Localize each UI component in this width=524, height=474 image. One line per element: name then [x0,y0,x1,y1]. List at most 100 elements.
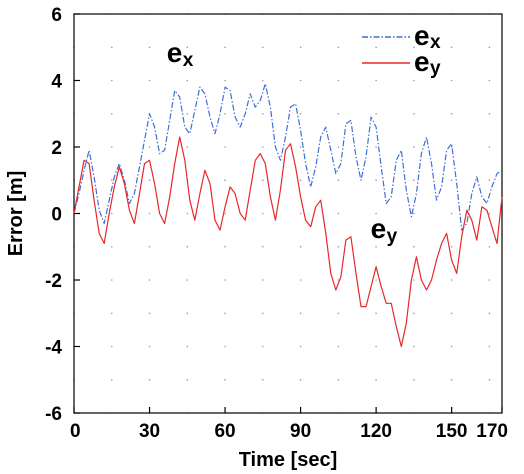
grid-dot [262,246,264,248]
grid-dot [148,46,151,49]
x-tick-label: 30 [139,421,160,442]
grid-dot [148,279,151,281]
y-tick-label: 2 [51,138,62,159]
grid-dot [148,312,151,315]
grid-dot [337,179,340,181]
grid-dot [450,79,453,82]
grid-dot [375,312,377,315]
x-axis-label: Time [sec] [239,449,338,471]
grid-dot [111,212,113,215]
grid-dot [488,379,491,381]
grid-dot [337,345,340,348]
grid-dot [262,212,264,215]
grid-dot [488,179,491,181]
grid-dot [111,146,113,148]
grid-dot [375,79,377,82]
grid-dot [224,279,226,281]
grid-dot [413,312,415,315]
grid-dot [375,212,377,215]
legend-label-sub-ex: x [430,32,441,53]
annotation-label-sub: y [387,226,398,247]
grid-dot [224,46,226,49]
grid-dot [148,146,151,148]
legend-label-sub-ey: y [430,58,441,79]
grid-dot [375,46,377,49]
grid-dot [186,212,189,215]
grid-dot [450,246,453,248]
grid-dot [375,246,377,248]
grid-dot [224,312,226,315]
grid-dot [148,345,151,348]
grid-dot [337,379,340,381]
series-line-ey [73,136,503,348]
grid-dot [488,246,491,248]
grid-dot [224,79,226,82]
grid-dot [299,79,302,82]
grid-dot [111,179,113,181]
grid-dot [186,312,189,315]
y-tick-label: -6 [45,404,62,425]
grid-dot [299,279,302,281]
grid-dot [186,379,189,381]
grid-dot [299,212,302,215]
grid-dot [337,212,340,215]
grid-dot [224,246,226,248]
grid-dot [413,212,415,215]
grid-dot [262,279,264,281]
grid-dot [186,113,189,115]
grid-dot [299,146,302,148]
grid-dot [337,246,340,248]
grid-dot [413,246,415,248]
grid-dot [111,312,113,315]
legend-label-ex: e [414,20,430,51]
grid-dot [450,379,453,381]
grid-dot [413,46,415,49]
grid-dot [111,79,113,82]
grid-dot [224,379,226,381]
grid-dot [375,146,377,148]
grid-dot [450,146,453,148]
annotation-label-sub: x [183,50,194,71]
grid-dot [450,279,453,281]
grid-dot [299,345,302,348]
grid-dot [413,79,415,82]
grid-dot [450,312,453,315]
grid-dot [375,113,377,115]
grid-dot [111,113,113,115]
grid-dot [488,345,491,348]
y-axis-label: Error [m] [5,171,27,257]
grid-dot [488,113,491,115]
grid-dot [450,179,453,181]
annotation-label: e [371,213,387,244]
grid-dot [262,312,264,315]
grid-dot [299,113,302,115]
grid-dot [413,113,415,115]
legend: e xe y [362,20,441,79]
x-tick-label: 0 [70,421,81,442]
grid-dot [337,79,340,82]
annotations: e xe y [167,37,398,247]
grid-dot [488,46,491,49]
grid-dot [299,179,302,181]
grid-dot [111,345,113,348]
grid-dot [148,79,151,82]
grid-dot [262,345,264,348]
grid-dot [262,146,264,148]
grid-dot [299,379,302,381]
grid-dot [148,246,151,248]
grid-dot [299,246,302,248]
grid-dot [186,345,189,348]
grid-dot [375,179,377,181]
x-tick-label: 170 [476,421,508,442]
grid-dot [375,379,377,381]
y-tick-label: 4 [51,72,62,93]
grid-dot [488,79,491,82]
axis-ticks: 0 30 60 90 120 150 170 -6 -4 -2 0 2 4 6 [45,5,508,442]
grid-dot [148,212,151,215]
grid-dot [413,179,415,181]
grid-dot [111,46,113,49]
grid-dot [413,279,415,281]
grid-dot [337,312,340,315]
grid-dot [186,146,189,148]
